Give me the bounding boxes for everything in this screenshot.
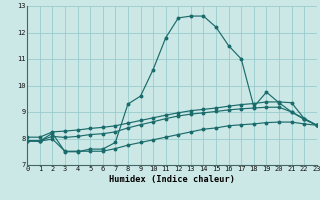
X-axis label: Humidex (Indice chaleur): Humidex (Indice chaleur) [109,175,235,184]
